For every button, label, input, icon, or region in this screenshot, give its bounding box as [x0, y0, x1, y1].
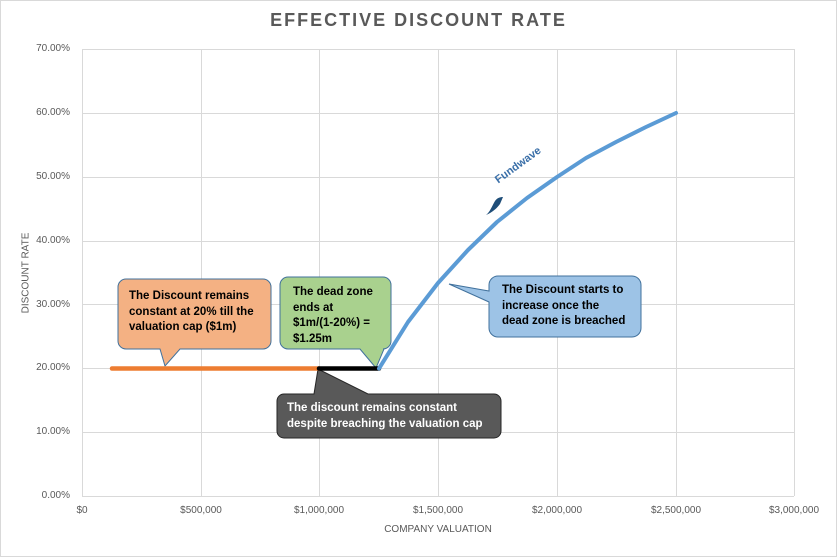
x-tick-label: $0 — [76, 505, 88, 516]
x-tick-label: $2,000,000 — [531, 505, 583, 516]
callout-line: $1.25m — [293, 332, 333, 345]
callout-orange — [117, 278, 272, 368]
callout-line: constant at 20% till the — [129, 305, 254, 318]
callout-blue — [448, 275, 642, 338]
y-tick-label: 50.00% — [36, 171, 70, 182]
x-tick-label: $3,000,000 — [768, 505, 820, 516]
y-tick-label: 20.00% — [36, 362, 70, 373]
y-tick-label: 60.00% — [36, 107, 70, 118]
callout-green-text: The dead zone ends at $1m/(1-20%) = $1.2… — [293, 285, 373, 347]
y-tick-label: 10.00% — [36, 426, 70, 437]
fundwave-logo-icon — [486, 197, 503, 215]
callout-line: The Discount remains — [129, 290, 250, 302]
callout-line: $1m/(1-20%) = — [293, 317, 371, 329]
x-tick-label: $1,500,000 — [412, 505, 464, 516]
callout-line: The Discount starts to — [502, 284, 624, 296]
callout-line: despite breaching the valuation cap — [287, 417, 483, 430]
callout-line: ends at — [293, 301, 334, 314]
callout-green — [279, 276, 392, 369]
callout-line: increase once the — [502, 299, 600, 312]
chart-title: EFFECTIVE DISCOUNT RATE — [270, 10, 567, 30]
callout-line: dead zone is breached — [502, 315, 626, 327]
callout-line: valuation cap ($1m) — [129, 321, 237, 333]
callout-line: The dead zone — [293, 286, 373, 298]
y-tick-label: 40.00% — [36, 235, 70, 246]
x-axis-label: COMPANY VALUATION — [384, 524, 492, 535]
series-blue-line — [377, 111, 678, 371]
x-tick-label: $2,500,000 — [650, 505, 702, 516]
y-tick-label: 0.00% — [41, 490, 70, 501]
x-tick-label: $500,000 — [180, 505, 222, 516]
y-tick-label: 30.00% — [36, 299, 70, 310]
callout-dark — [276, 368, 502, 439]
callout-orange-text: The Discount remains constant at 20% til… — [129, 289, 254, 336]
callout-dark-text: The discount remains constant despite br… — [287, 401, 483, 432]
callout-blue-text: The Discount starts to increase once the… — [502, 283, 625, 330]
y-tick-label: 70.00% — [36, 43, 70, 54]
callout-line: The discount remains constant — [287, 402, 457, 414]
x-tick-label: $1,000,000 — [293, 505, 345, 516]
